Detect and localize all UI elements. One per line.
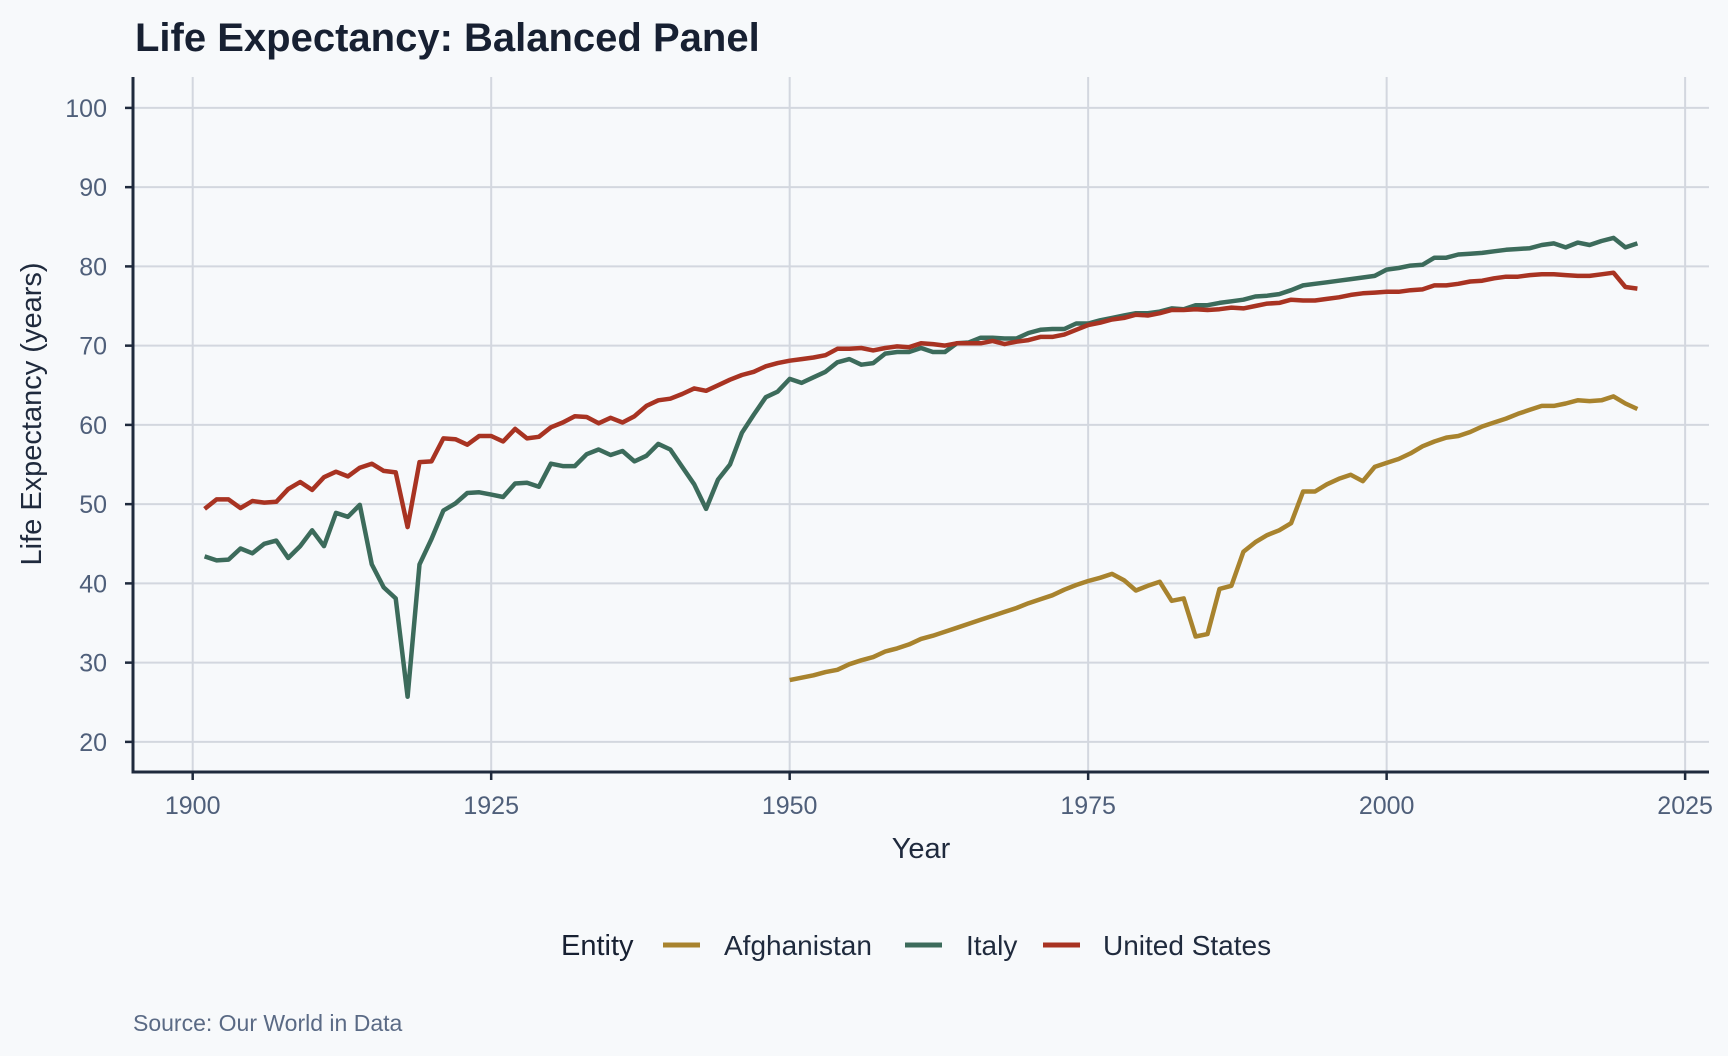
legend-label-italy: Italy xyxy=(966,930,1017,961)
x-tick-label: 1925 xyxy=(463,792,519,820)
legend-item-afghanistan[interactable]: Afghanistan xyxy=(663,930,872,961)
legend-label-afghanistan: Afghanistan xyxy=(724,930,872,961)
legend: Entity Afghanistan Italy United States xyxy=(561,930,1271,962)
x-tick-label: 2000 xyxy=(1359,792,1415,820)
y-tick-label: 30 xyxy=(79,650,107,678)
y-tick-label: 80 xyxy=(79,253,107,281)
x-tick-label: 1900 xyxy=(165,792,221,820)
x-tick-label: 2025 xyxy=(1657,792,1713,820)
series-line-italy xyxy=(203,235,1639,699)
y-gridlines xyxy=(133,106,1709,743)
chart-title: Life Expectancy: Balanced Panel xyxy=(135,16,760,60)
y-tick-label: 60 xyxy=(79,412,107,440)
legend-item-united-states[interactable]: United States xyxy=(1043,930,1271,961)
legend-title: Entity xyxy=(561,930,634,962)
x-axis-title: Year xyxy=(892,833,951,865)
x-axis-ticks: 1900 1925 1950 1975 2000 2025 xyxy=(165,772,1713,820)
y-axis-title: Life Expectancy (years) xyxy=(16,262,48,565)
y-tick-label: 100 xyxy=(65,95,107,123)
y-tick-label: 50 xyxy=(79,491,107,519)
series-line-united-states xyxy=(203,270,1638,530)
series-lines xyxy=(203,235,1639,699)
source-caption: Source: Our World in Data xyxy=(133,1010,403,1036)
series-line-afghanistan xyxy=(789,394,1639,683)
x-tick-label: 1975 xyxy=(1060,792,1116,820)
y-tick-label: 40 xyxy=(79,570,107,598)
legend-label-united-states: United States xyxy=(1103,930,1271,961)
x-tick-label: 1950 xyxy=(762,792,818,820)
y-axis-ticks: 20 30 40 50 60 70 80 90 100 xyxy=(65,95,133,757)
y-tick-label: 20 xyxy=(79,729,107,757)
y-tick-label: 90 xyxy=(79,174,107,202)
legend-item-italy[interactable]: Italy xyxy=(905,930,1017,961)
y-tick-label: 70 xyxy=(79,333,107,361)
